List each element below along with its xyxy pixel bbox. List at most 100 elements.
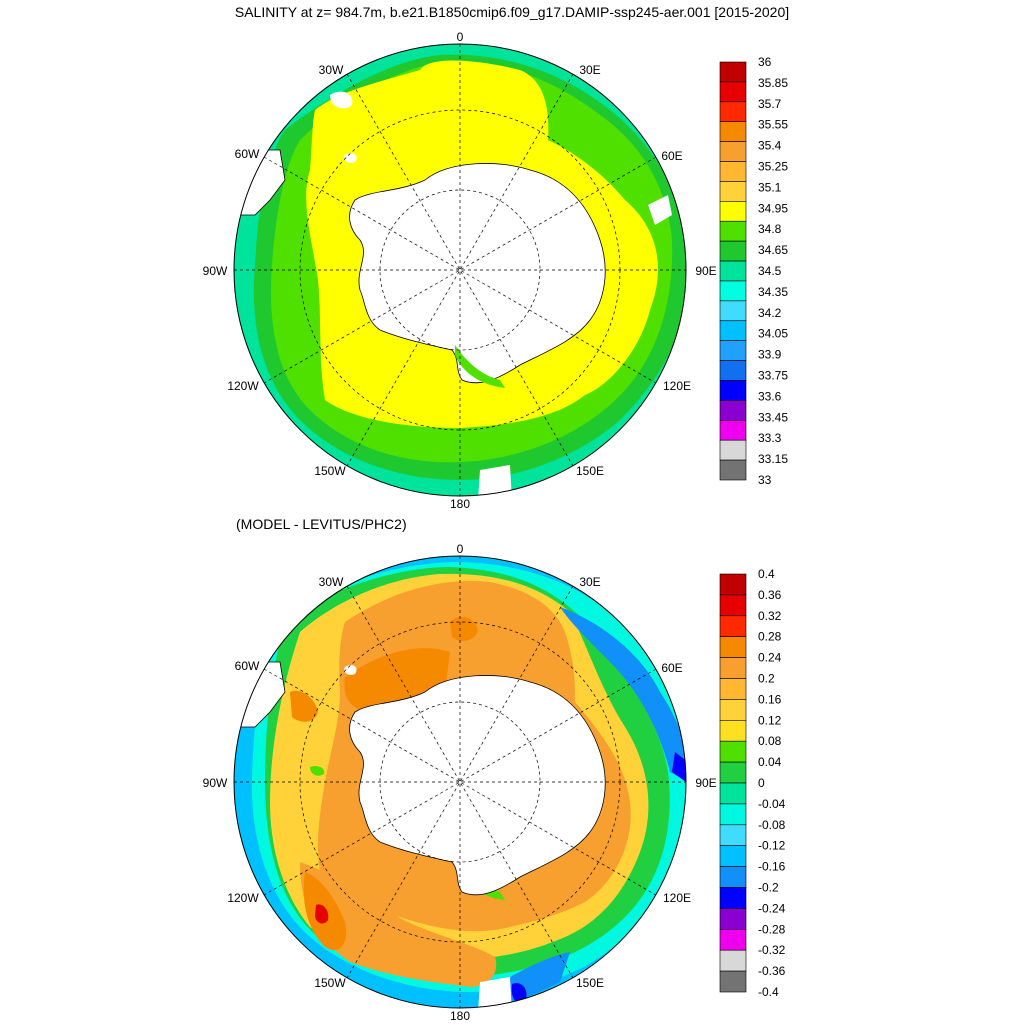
salinity-colorbar-label: 34.2 — [758, 306, 782, 320]
difference-colorbar-box — [719, 699, 747, 721]
salinity-colorbar-label: 34.95 — [758, 201, 788, 215]
salinity-colorbar-box — [719, 240, 747, 262]
salinity-colorbar-label: 33.75 — [758, 369, 788, 383]
lon-label-120w: 120W — [227, 891, 259, 905]
lon-label-60w: 60W — [235, 659, 260, 673]
salinity-colorbar-label: 34.65 — [758, 243, 788, 257]
peninsula-coast — [455, 345, 505, 388]
map-boundary — [233, 43, 687, 497]
difference-colorbar-box — [719, 594, 747, 617]
longitude-labels: 0 30E 60E 90E 120E 150E 180 150W 120W 90… — [203, 30, 717, 511]
difference-colorbar-label: -0.2 — [758, 881, 779, 895]
lon-label-90w: 90W — [203, 776, 228, 790]
salinity-colorbar-label: 33.45 — [758, 410, 788, 424]
difference-field — [234, 556, 686, 1008]
difference-colorbar-label: 0.4 — [758, 567, 775, 581]
difference-colorbar-label: -0.12 — [758, 839, 786, 853]
difference-colorbar-box — [719, 573, 747, 596]
difference-colorbar-label: 0.36 — [758, 588, 782, 602]
lon-label-0: 0 — [457, 542, 464, 556]
salinity-field — [234, 44, 686, 496]
salinity-colorbar-box — [719, 81, 747, 103]
difference-colorbar-label: 0.24 — [758, 651, 782, 665]
figure-title: SALINITY at z= 984.7m, b.e21.B1850cmip6.… — [234, 4, 790, 20]
difference-map-panel: 0 30E 60E 90E 120E 150E 180 150W 120W 90… — [203, 542, 786, 1023]
difference-colorbar-label: 0.08 — [758, 734, 782, 748]
difference-colorbar-label: 0 — [758, 776, 765, 790]
graticule — [234, 44, 686, 496]
lon-label-60e: 60E — [661, 661, 682, 675]
lon-label-120w: 120W — [227, 379, 259, 393]
difference-colorbar-box — [719, 615, 747, 638]
salinity-colorbar-label: 34.05 — [758, 327, 788, 341]
difference-colorbar-box — [719, 970, 747, 993]
lon-label-150w: 150W — [314, 464, 346, 478]
difference-colorbar-box — [719, 761, 747, 784]
difference-colorbar-label: -0.04 — [758, 797, 786, 811]
salinity-colorbar-box — [719, 61, 747, 83]
difference-colorbar-label: -0.32 — [758, 943, 786, 957]
salinity-colorbar-box — [719, 340, 747, 361]
difference-colorbar-label: -0.4 — [758, 985, 779, 999]
map-boundary — [233, 555, 687, 1009]
antarctica — [349, 675, 606, 896]
difference-colorbar-box — [719, 740, 747, 763]
salinity-colorbar-box — [719, 300, 747, 322]
graticule — [234, 556, 686, 1008]
lon-label-60e: 60E — [661, 149, 682, 163]
difference-colorbar-box — [719, 678, 747, 700]
salinity-colorbar-box — [719, 161, 747, 182]
salinity-colorbar-label: 35.7 — [758, 97, 782, 111]
difference-colorbar-label: -0.24 — [758, 901, 786, 915]
salinity-colorbar-box — [719, 439, 747, 461]
salinity-colorbar: 36 35.85 35.7 35.55 35.4 35.25 35.1 34.95 34.8 34… — [719, 55, 788, 487]
salinity-colorbar-box — [719, 220, 747, 242]
difference-colorbar-box — [719, 908, 747, 930]
salinity-colorbar-label: 33.15 — [758, 452, 788, 466]
salinity-colorbar-label: 35.4 — [758, 139, 782, 153]
lon-label-30e: 30E — [579, 575, 600, 589]
salinity-colorbar-box — [719, 400, 747, 421]
difference-colorbar-label: 0.16 — [758, 692, 782, 706]
difference-colorbar-box — [719, 782, 747, 805]
salinity-colorbar-box — [719, 419, 747, 441]
lon-label-90e: 90E — [695, 776, 716, 790]
lon-label-180: 180 — [450, 1009, 470, 1023]
salinity-colorbar-label: 35.1 — [758, 180, 782, 194]
salinity-colorbar-label: 36 — [758, 55, 772, 69]
salinity-colorbar-label: 35.85 — [758, 76, 788, 90]
lon-label-180: 180 — [450, 497, 470, 511]
salinity-colorbar-box — [719, 380, 747, 401]
salinity-colorbar-box — [719, 280, 747, 302]
difference-colorbar: 0.4 0.36 0.32 0.28 0.24 0.2 0.16 0.12 0.08 0.04 0 -… — [719, 567, 786, 999]
salinity-colorbar-box — [719, 101, 747, 123]
salinity-colorbar-label: 33.6 — [758, 389, 782, 403]
salinity-colorbar-box — [719, 260, 747, 282]
difference-colorbar-box — [719, 887, 747, 909]
lon-label-150e: 150E — [576, 976, 604, 990]
salinity-colorbar-label: 34.8 — [758, 222, 782, 236]
salinity-colorbar-label: 33.3 — [758, 431, 782, 445]
salinity-colorbar-box — [719, 320, 747, 341]
difference-colorbar-label: 0.28 — [758, 630, 782, 644]
lon-label-90e: 90E — [695, 264, 716, 278]
difference-colorbar-label: 0.2 — [758, 672, 775, 686]
difference-colorbar-box — [719, 636, 747, 658]
lon-label-150e: 150E — [576, 464, 604, 478]
salinity-colorbar-box — [719, 181, 747, 202]
difference-colorbar-label: 0.12 — [758, 713, 782, 727]
antarctica — [349, 163, 606, 384]
difference-colorbar-box — [719, 824, 747, 846]
difference-colorbar-box — [719, 866, 747, 888]
lon-label-120e: 120E — [663, 379, 691, 393]
salinity-colorbar-label: 34.35 — [758, 285, 788, 299]
salinity-colorbar-label: 35.55 — [758, 118, 788, 132]
difference-band-0-28 — [290, 616, 478, 951]
difference-title: (MODEL - LEVITUS/PHC2) — [236, 516, 407, 532]
salinity-map-panel: 0 30E 60E 90E 120E 150E 180 150W 120W 90… — [203, 30, 789, 511]
lon-label-150w: 150W — [314, 976, 346, 990]
difference-colorbar-label: 0.32 — [758, 609, 782, 623]
difference-colorbar-box — [719, 720, 747, 742]
difference-colorbar-box — [719, 803, 747, 826]
lon-label-90w: 90W — [203, 264, 228, 278]
